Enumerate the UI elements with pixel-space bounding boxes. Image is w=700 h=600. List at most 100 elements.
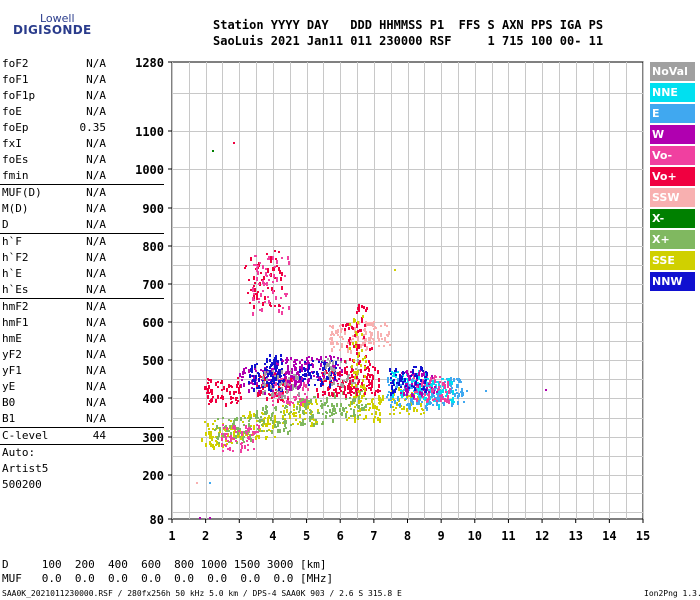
echo-point	[251, 387, 253, 389]
echo-point	[256, 277, 258, 281]
echo-point	[296, 406, 298, 410]
param-row-h-es: h`Es N/A	[0, 282, 164, 298]
echo-point	[299, 385, 301, 388]
echo-point	[249, 411, 251, 415]
echo-point	[422, 370, 424, 372]
param-value: 44	[92, 429, 106, 442]
echo-point	[266, 430, 268, 432]
echo-point	[282, 360, 284, 362]
legend-item-vo-: Vo+	[650, 167, 695, 186]
echo-point	[320, 363, 322, 367]
echo-point	[327, 405, 329, 407]
echo-point	[363, 306, 365, 309]
echo-point	[254, 432, 256, 434]
y-tick-label: 1100	[135, 125, 164, 139]
echo-point	[290, 357, 292, 360]
echo-point	[295, 412, 297, 414]
param-row-h-f2: h`F2 N/A	[0, 250, 164, 266]
echo-point	[309, 416, 311, 420]
echo-point	[285, 372, 287, 375]
echo-point	[317, 379, 319, 381]
echo-point	[266, 366, 268, 368]
echo-point	[316, 421, 318, 423]
echo-point	[364, 356, 366, 359]
echo-point	[350, 371, 352, 373]
y-tick-label: 900	[142, 202, 164, 216]
echo-point	[322, 394, 324, 396]
echo-point	[241, 431, 243, 435]
echo-point	[268, 388, 270, 391]
echo-point	[411, 387, 413, 389]
echo-point	[229, 436, 231, 438]
echo-point	[338, 392, 340, 394]
echo-point	[349, 380, 351, 383]
echo-point	[332, 361, 334, 365]
echo-point	[211, 393, 213, 395]
echo-point	[349, 390, 351, 394]
param-row-hme: hmE N/A	[0, 331, 164, 347]
echo-point	[250, 428, 252, 430]
echo-point	[283, 401, 285, 403]
echo-point	[286, 293, 288, 295]
echo-point	[374, 327, 376, 329]
echo-point	[289, 430, 291, 432]
echo-point	[222, 424, 224, 426]
echo-point	[254, 383, 256, 385]
param-value: N/A	[86, 137, 106, 150]
echo-point	[215, 382, 217, 386]
echo-point	[347, 342, 349, 344]
echo-point	[359, 360, 361, 363]
echo-point	[326, 363, 328, 367]
echo-point	[413, 377, 415, 379]
echo-point	[344, 389, 346, 391]
echo-point	[216, 425, 218, 429]
echo-point	[227, 440, 229, 442]
echo-point	[257, 431, 259, 433]
echo-point	[230, 420, 232, 422]
echo-point	[339, 336, 341, 338]
echo-point	[408, 413, 410, 415]
x-tick-label: 7	[370, 529, 377, 543]
echo-point	[295, 387, 297, 389]
echo-point	[318, 412, 320, 414]
echo-point	[252, 375, 254, 377]
echo-point	[394, 269, 396, 271]
y-tick-label: 200	[142, 469, 164, 483]
echo-point	[227, 448, 229, 450]
echo-point	[374, 405, 376, 409]
echo-point	[279, 380, 281, 383]
param-row-foep: foEp 0.35	[0, 120, 164, 136]
echo-point	[316, 403, 318, 405]
echo-point	[366, 376, 368, 380]
echo-point	[249, 374, 251, 378]
echo-point	[229, 425, 231, 429]
echo-point	[217, 395, 219, 399]
echo-point	[236, 417, 238, 421]
echo-point	[456, 378, 458, 380]
echo-point	[368, 360, 370, 363]
echo-point	[350, 350, 352, 354]
echo-point	[545, 389, 547, 391]
echo-point	[229, 447, 231, 451]
echo-point	[420, 380, 422, 382]
param-value: 0.35	[79, 121, 107, 134]
echo-point	[341, 343, 343, 347]
echo-point	[353, 382, 355, 384]
echo-point	[265, 268, 267, 270]
echo-point	[421, 408, 423, 410]
echo-point	[237, 381, 239, 385]
echo-point	[284, 382, 286, 386]
echo-point	[435, 376, 437, 378]
echo-point	[233, 425, 235, 427]
echo-point	[403, 372, 405, 374]
echo-point	[358, 346, 360, 349]
echo-point	[283, 374, 285, 376]
echo-point	[332, 333, 334, 335]
echo-point	[295, 419, 297, 421]
echo-point	[240, 449, 242, 453]
echo-point	[319, 368, 321, 370]
echo-point	[325, 356, 327, 358]
echo-point	[218, 442, 220, 444]
echo-point	[228, 419, 230, 421]
echo-point	[324, 371, 326, 375]
